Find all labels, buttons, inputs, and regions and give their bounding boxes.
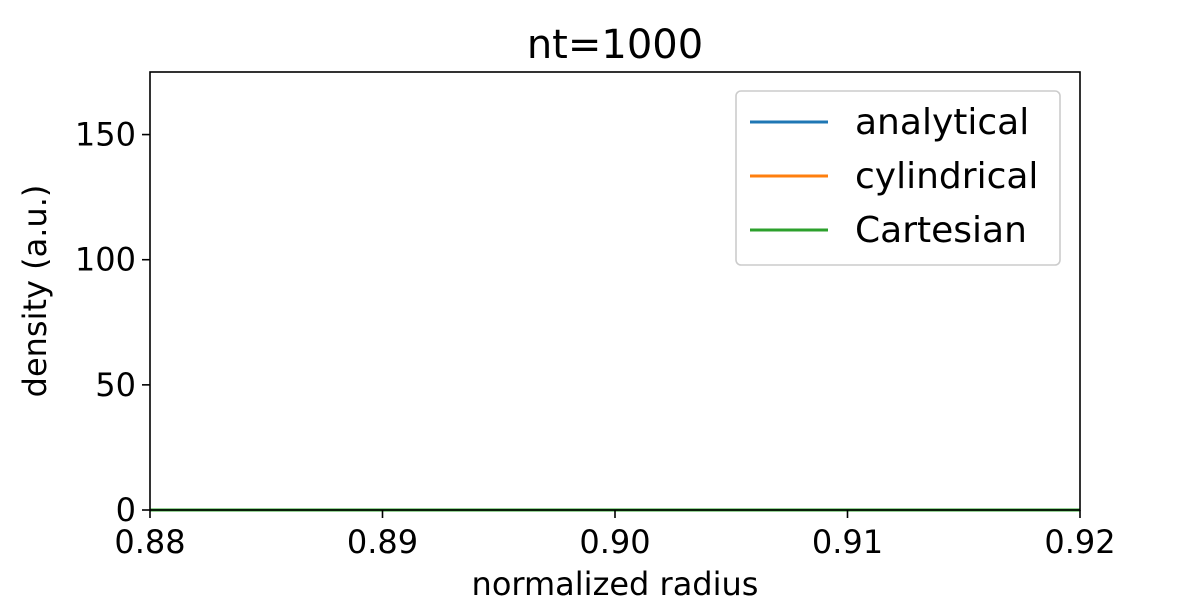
x-axis: 0.88 0.89 0.90 0.91 0.92 — [114, 510, 1116, 561]
y-tick-label: 100 — [75, 241, 136, 279]
y-axis-label: density (a.u.) — [16, 185, 54, 398]
x-tick-label: 0.89 — [347, 523, 418, 561]
y-axis: 0 50 100 150 — [75, 116, 150, 529]
y-tick-label: 150 — [75, 116, 136, 154]
legend-box — [735, 90, 1061, 266]
x-tick-label: 0.91 — [812, 523, 883, 561]
y-tick-label: 0 — [116, 491, 136, 529]
x-tick-label: 0.92 — [1044, 523, 1115, 561]
x-tick-label: 0.88 — [114, 523, 185, 561]
x-axis-label: normalized radius — [472, 565, 759, 600]
legend: analytical cylindrical Cartesian — [735, 90, 1061, 266]
x-tick-label: 0.90 — [579, 523, 650, 561]
y-tick-label: 50 — [95, 366, 136, 404]
chart-title: nt=1000 — [527, 22, 703, 68]
legend-label-cylindrical: cylindrical — [855, 156, 1038, 197]
legend-label-analytical: analytical — [855, 102, 1029, 143]
legend-label-cartesian: Cartesian — [855, 210, 1027, 251]
